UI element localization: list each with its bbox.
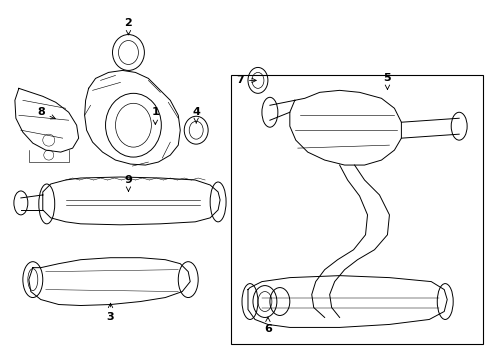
Bar [230, 75, 482, 345]
Text: 5: 5 [383, 73, 390, 90]
Text: 6: 6 [264, 317, 271, 334]
Text: 2: 2 [124, 18, 132, 35]
Text: 8: 8 [37, 107, 55, 119]
Text: 7: 7 [236, 75, 256, 85]
Text: 3: 3 [106, 303, 114, 323]
Text: 9: 9 [124, 175, 132, 191]
Text: 4: 4 [192, 107, 200, 123]
Text: 1: 1 [151, 107, 159, 125]
